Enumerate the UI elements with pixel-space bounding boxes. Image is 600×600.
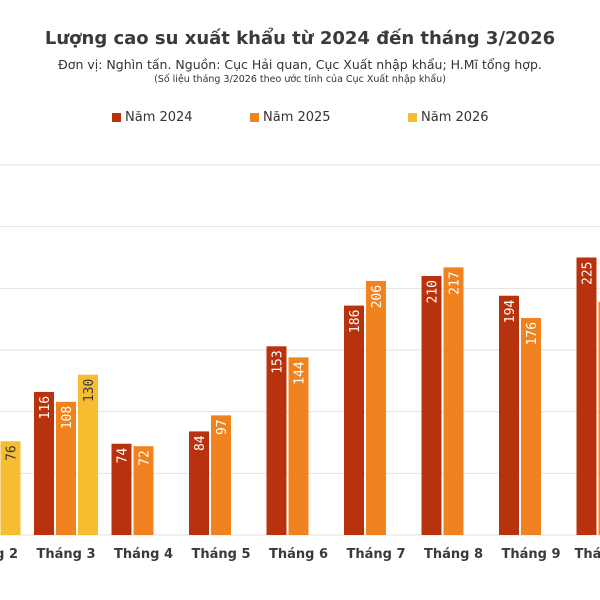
x-tick-label: Tháng 6 [269,547,328,562]
legend-label: Năm 2026 [421,110,489,125]
data-label: 84 [193,435,208,451]
legend-swatch [408,113,417,122]
bar [133,446,154,535]
bar [443,267,464,535]
bar [421,276,442,535]
legend-label: Năm 2025 [263,110,331,125]
bar [366,280,386,535]
x-tick-label: Tháng 7 [346,547,405,562]
bar [576,257,597,535]
x-tick-label: Tháng 9 [501,547,560,562]
legend-label: Năm 2024 [125,110,193,125]
legend-item-2024: Năm 2024 [112,110,193,125]
legend-item-2025: Năm 2025 [250,110,331,125]
bar [111,443,132,535]
bar [56,401,76,535]
data-label: 176 [525,322,540,345]
legend-swatch [250,113,259,122]
x-tick-label: Tháng 10 [574,547,600,562]
data-label: 217 [448,271,463,294]
bar [598,301,600,535]
data-label: 74 [116,448,131,464]
bar [0,441,21,535]
x-tick-label: Tháng 8 [424,547,483,562]
data-label: 194 [503,300,518,324]
chart-title: Lượng cao su xuất khẩu từ 2024 đến tháng… [44,28,556,49]
data-label: 153 [271,350,286,373]
x-tick-label: Tháng 4 [114,547,173,562]
bar [211,415,231,535]
bar [288,357,309,535]
data-label: 225 [581,262,596,285]
legend-item-2026: Năm 2026 [408,110,489,125]
data-label: 108 [60,406,75,429]
legend-swatch [112,113,121,122]
data-label: 76 [5,445,20,461]
data-label: 206 [370,285,385,308]
bar [521,317,541,535]
data-label: 186 [348,310,363,333]
bar [34,391,54,535]
data-label: 144 [293,361,308,385]
bar [189,431,209,535]
x-tick-label: Tháng 2 [0,547,18,562]
bar [78,374,98,535]
data-label: 72 [138,450,153,466]
bar [344,305,364,535]
data-label: 97 [215,419,230,435]
chart-subtitle: Đơn vị: Nghìn tấn. Nguồn: Cục Hải quan, … [58,57,542,72]
bar [266,346,287,535]
bar [499,295,519,535]
x-tick-label: Tháng 5 [191,547,250,562]
data-label: 130 [82,379,97,402]
data-label: 116 [38,396,53,419]
x-tick-label: Tháng 3 [36,547,95,562]
data-label: 210 [426,280,441,303]
chart-note: (Số liệu tháng 3/2026 theo ước tính của … [154,74,446,85]
